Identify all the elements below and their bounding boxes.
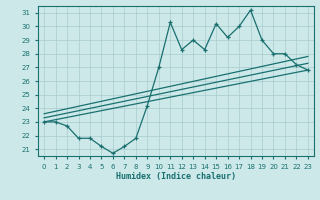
X-axis label: Humidex (Indice chaleur): Humidex (Indice chaleur) [116,172,236,181]
